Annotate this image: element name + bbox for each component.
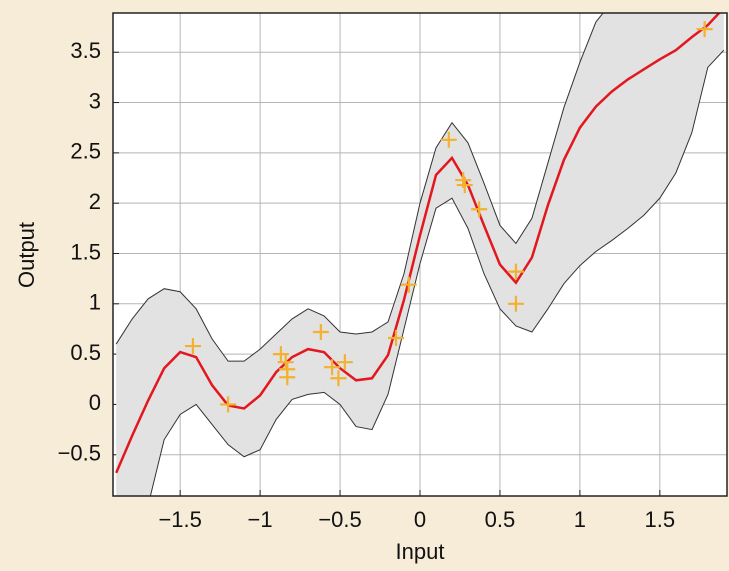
data-point	[400, 276, 417, 293]
x-tick-label: 1.5	[645, 507, 676, 532]
data-point	[507, 263, 524, 280]
data-point	[279, 369, 296, 386]
x-tick-label: 0	[414, 507, 426, 532]
mean-line	[115, 13, 721, 474]
x-tick-label: −1.5	[158, 507, 201, 532]
y-tick-label: 0	[89, 390, 101, 415]
y-tick-label: 1	[89, 290, 101, 315]
data-point	[440, 131, 457, 148]
y-tick-label: 2.5	[70, 139, 101, 164]
data-point	[696, 21, 713, 38]
data-point	[330, 370, 347, 387]
y-axis-label: Output	[14, 222, 39, 288]
data-point	[336, 354, 353, 371]
x-tick-label: −0.5	[318, 507, 361, 532]
data-point	[312, 323, 329, 340]
x-tick-label: 0.5	[485, 507, 516, 532]
band-upper-edge	[115, 13, 604, 362]
data-point	[324, 359, 341, 376]
band-lower-edge	[149, 49, 725, 496]
plot	[115, 13, 725, 496]
data-point	[507, 295, 524, 312]
plot-border	[112, 12, 728, 497]
data-point	[220, 396, 237, 413]
data-point	[471, 201, 488, 218]
y-tick-label: −0.5	[58, 441, 101, 466]
y-tick-label: 0.5	[70, 340, 101, 365]
data-point	[272, 346, 289, 363]
data-point	[456, 177, 473, 194]
confidence-band	[116, 13, 724, 496]
labels: −1.5 −1 −0.5 0 0.5 1 1.5 −0.5 0 0.5 1 1.5 2 2.5 3 3.5	[58, 38, 676, 532]
y-tick-label: 3.5	[70, 38, 101, 63]
y-tick-label: 3	[89, 88, 101, 113]
data-point	[184, 338, 201, 355]
data-point	[277, 354, 294, 371]
x-tick-label: 1	[574, 507, 586, 532]
y-tick-label: 1.5	[70, 239, 101, 264]
y-tick-label: 2	[89, 189, 101, 214]
data-point	[388, 330, 405, 347]
x-tick-label: −1	[248, 507, 273, 532]
x-axis-label: Input	[396, 539, 445, 564]
